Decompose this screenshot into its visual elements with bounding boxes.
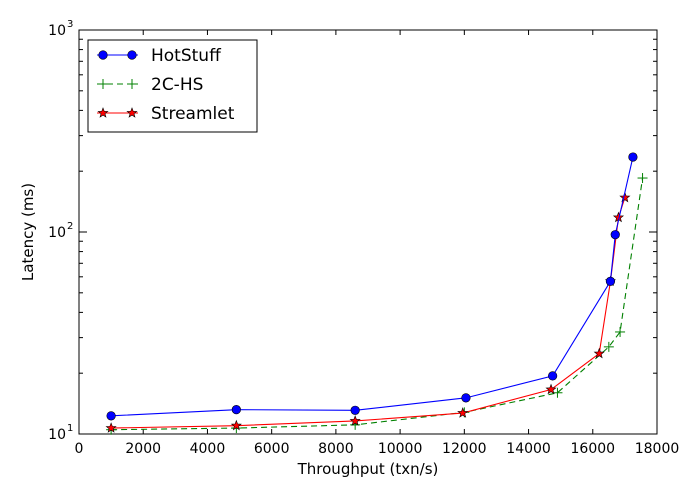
data-point [457, 407, 469, 418]
legend-marker [127, 79, 137, 89]
data-point [350, 405, 360, 415]
data-point [593, 347, 605, 359]
data-point [603, 341, 614, 352]
legend-label: 2C-HS [151, 75, 203, 95]
y-tick-label-exponent: 2 [67, 221, 73, 232]
y-tick-label: 10 [48, 225, 66, 241]
legend-entry: Streamlet [97, 104, 235, 124]
data-point [637, 173, 648, 184]
legend-marker [127, 50, 137, 60]
x-tick-label: 0 [75, 441, 84, 457]
legend: HotStuff 2C-HS Streamlet [87, 39, 258, 133]
data-point [230, 419, 242, 431]
data-point [548, 371, 558, 381]
legend-entry: 2C-HS [97, 75, 203, 95]
axis-ticks: 0 2000 4000 6000 8000 10000 12000 14000 16000 180… [48, 19, 679, 457]
legend-marker [126, 107, 138, 118]
data-point [105, 422, 117, 433]
x-axis-label: Throughput (txn/s) [297, 460, 439, 478]
data-point [349, 415, 361, 426]
data-point [552, 387, 563, 398]
x-tick-label: 2000 [125, 441, 161, 457]
x-tick-label: 6000 [254, 441, 290, 457]
legend-marker [98, 79, 108, 89]
data-point [231, 405, 241, 415]
x-tick-label: 8000 [318, 441, 354, 457]
legend-label: HotStuff [151, 46, 222, 66]
series-line [111, 177, 644, 431]
data-point [619, 191, 631, 203]
y-axis-label: Latency (ms) [19, 183, 37, 281]
legend-label: Streamlet [151, 104, 235, 124]
legend-marker [97, 107, 109, 118]
legend-marker [98, 50, 108, 60]
series-layer [105, 152, 648, 435]
data-point [615, 326, 626, 337]
y-tick-label: 10 [48, 23, 66, 39]
x-tick-label: 4000 [190, 441, 226, 457]
data-point [461, 393, 471, 403]
y-tick-label: 10 [48, 427, 66, 443]
y-tick-label-exponent: 1 [67, 423, 73, 434]
y-tick-label-exponent: 3 [67, 19, 73, 30]
data-point [628, 152, 638, 162]
series-line [111, 156, 634, 417]
x-tick-label: 12000 [442, 441, 487, 457]
data-point [605, 276, 616, 286]
series-hotstuff [106, 152, 638, 421]
data-point [106, 411, 116, 421]
data-point [610, 230, 620, 240]
x-tick-label: 10000 [378, 441, 423, 457]
legend-entry: HotStuff [97, 46, 222, 66]
data-point [545, 383, 557, 395]
x-tick-label: 14000 [506, 441, 551, 457]
x-tick-label: 18000 [635, 441, 680, 457]
x-tick-label: 16000 [571, 441, 616, 457]
series-2c-hs [106, 173, 648, 435]
